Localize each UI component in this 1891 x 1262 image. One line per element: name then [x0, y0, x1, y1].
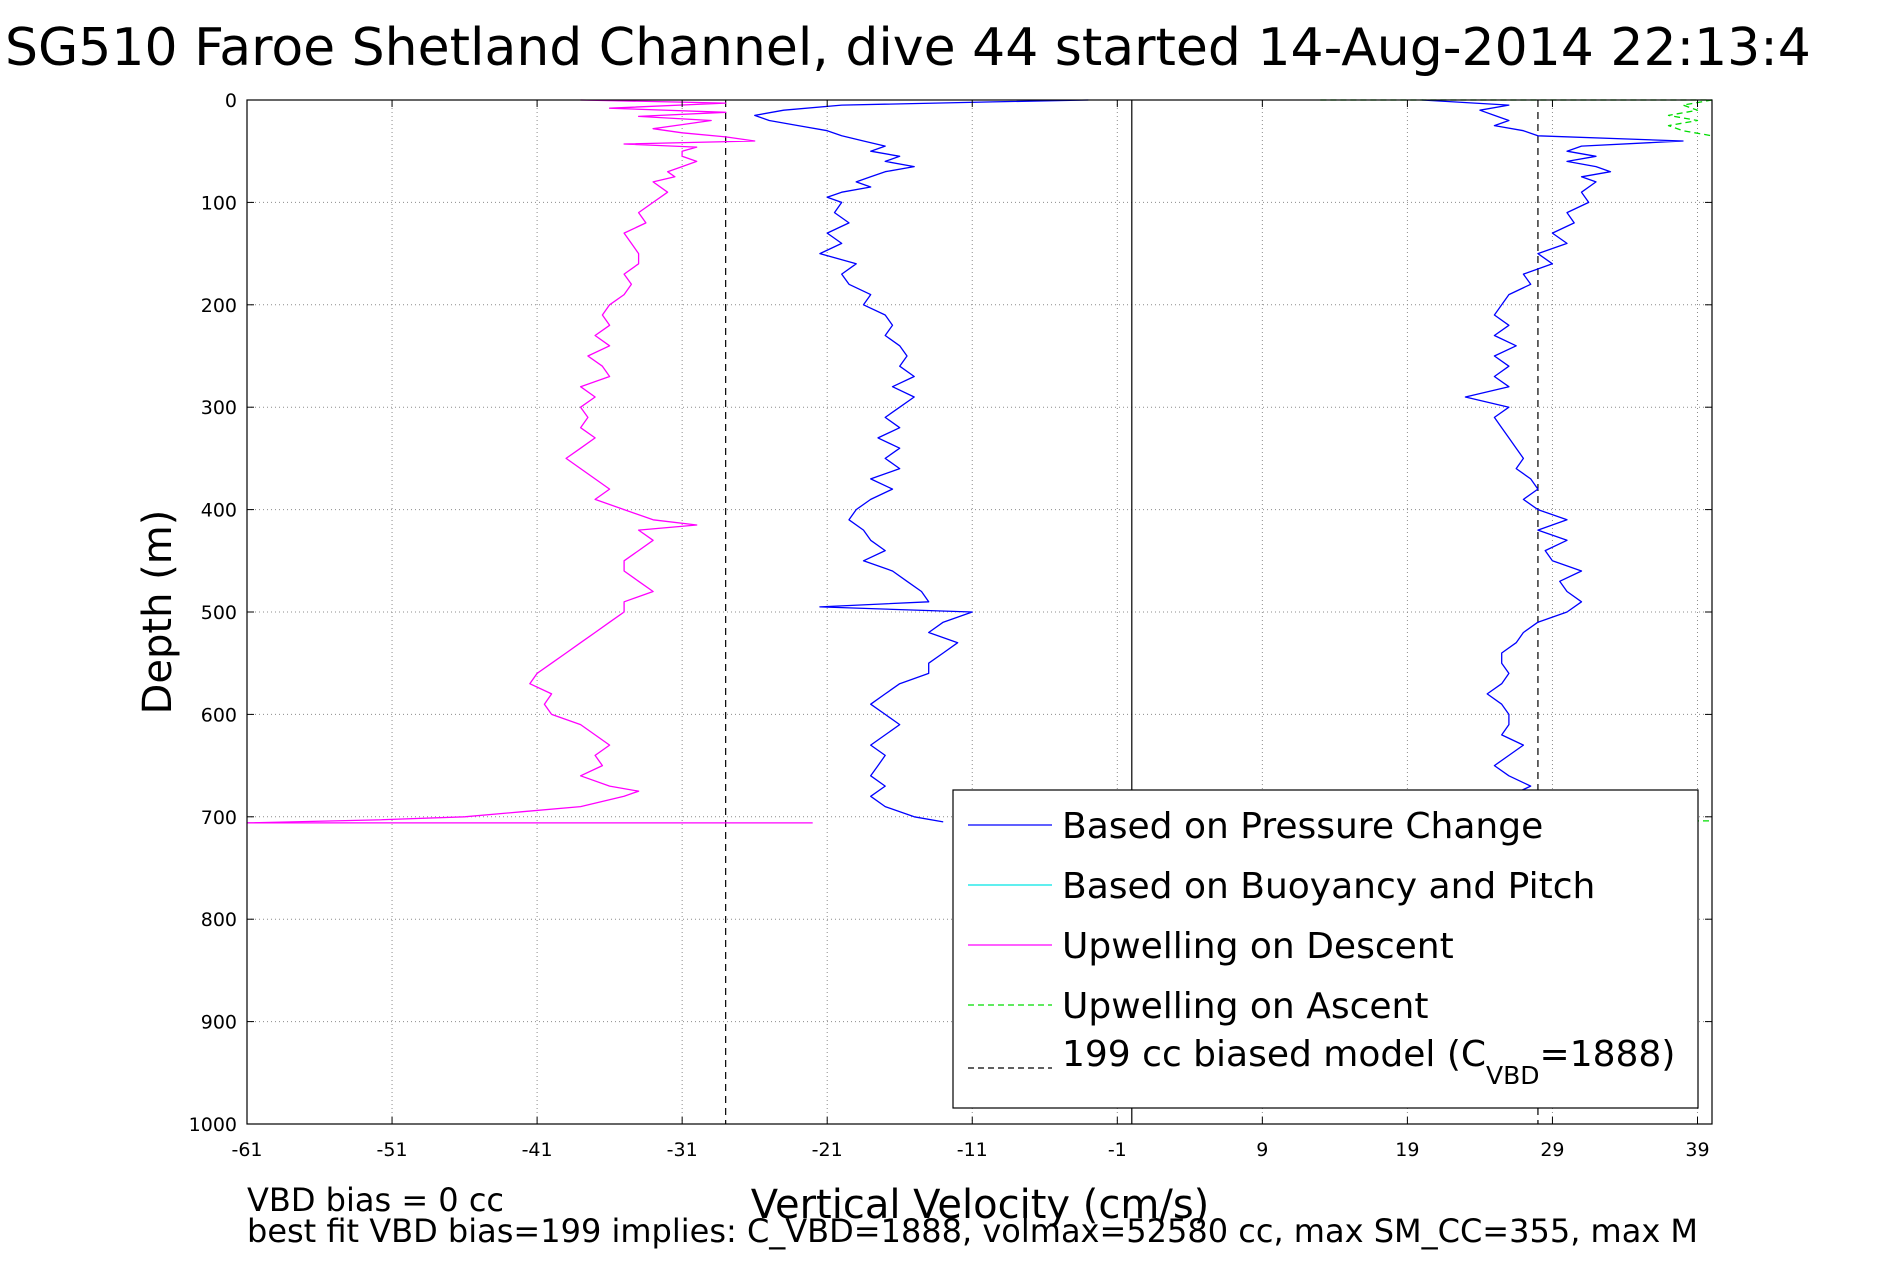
y-axis-ticks: 0 100 200 300 400 500 600 700 800 900 1000: [189, 90, 1712, 1136]
series-line: [246, 99, 756, 824]
x-tick-label: -11: [957, 1139, 988, 1161]
y-tick-label: 800: [201, 909, 237, 931]
x-tick-label: -41: [522, 1139, 553, 1161]
y-tick-label: 600: [201, 704, 237, 726]
legend-label-pressure: Based on Pressure Change: [1062, 806, 1543, 847]
x-tick-label: -21: [812, 1139, 843, 1161]
best-fit-note: best fit VBD bias=199 implies: C_VBD=188…: [247, 1212, 1698, 1250]
y-axis-label: Depth (m): [135, 510, 181, 715]
x-axis-ticks: -61 -51 -41 -31 -21 -11 -1 9 19 29 39: [231, 100, 1710, 1161]
legend-label-descent: Upwelling on Descent: [1062, 926, 1454, 967]
legend: Based on Pressure Change Based on Buoyan…: [952, 789, 1699, 1109]
series-layer: [246, 99, 1713, 824]
y-tick-label: 0: [225, 90, 237, 112]
legend-label-buoyancy: Based on Buoyancy and Pitch: [1062, 866, 1595, 907]
y-tick-label: 300: [201, 397, 237, 419]
legend-label-ascent: Upwelling on Ascent: [1062, 986, 1428, 1027]
vbd-bias-note: VBD bias = 0 cc: [247, 1181, 504, 1219]
legend-model-subscript: VBD: [1486, 1061, 1540, 1090]
y-tick-label: 700: [201, 807, 237, 829]
x-tick-label: -31: [667, 1139, 698, 1161]
y-tick-label: 1000: [189, 1114, 237, 1136]
chart-title: SG510 Faroe Shetland Channel, dive 44 st…: [5, 18, 1811, 78]
x-axis-label: Vertical Velocity (cm/s): [751, 1182, 1210, 1228]
legend-box: [952, 789, 1699, 1109]
x-tick-label: -1: [1108, 1139, 1127, 1161]
x-tick-label: -61: [231, 1139, 262, 1161]
x-tick-label: 19: [1395, 1139, 1419, 1161]
x-tick-label: 29: [1540, 1139, 1564, 1161]
y-tick-label: 500: [201, 602, 237, 624]
series-line: [1421, 99, 1684, 818]
x-tick-label: -51: [377, 1139, 408, 1161]
series-line: [1667, 99, 1713, 137]
series-line: [754, 99, 1089, 823]
y-tick-label: 900: [201, 1012, 237, 1034]
x-tick-label: 9: [1256, 1139, 1268, 1161]
legend-model-tail: =1888): [1540, 1034, 1676, 1075]
legend-model-main: 199 cc biased model (C: [1062, 1034, 1486, 1075]
legend-label-model: 199 cc biased model (CVBD=1888): [1062, 1034, 1675, 1090]
y-tick-label: 400: [201, 500, 237, 522]
y-tick-label: 200: [201, 295, 237, 317]
x-tick-label: 39: [1685, 1139, 1709, 1161]
y-tick-label: 100: [201, 192, 237, 214]
